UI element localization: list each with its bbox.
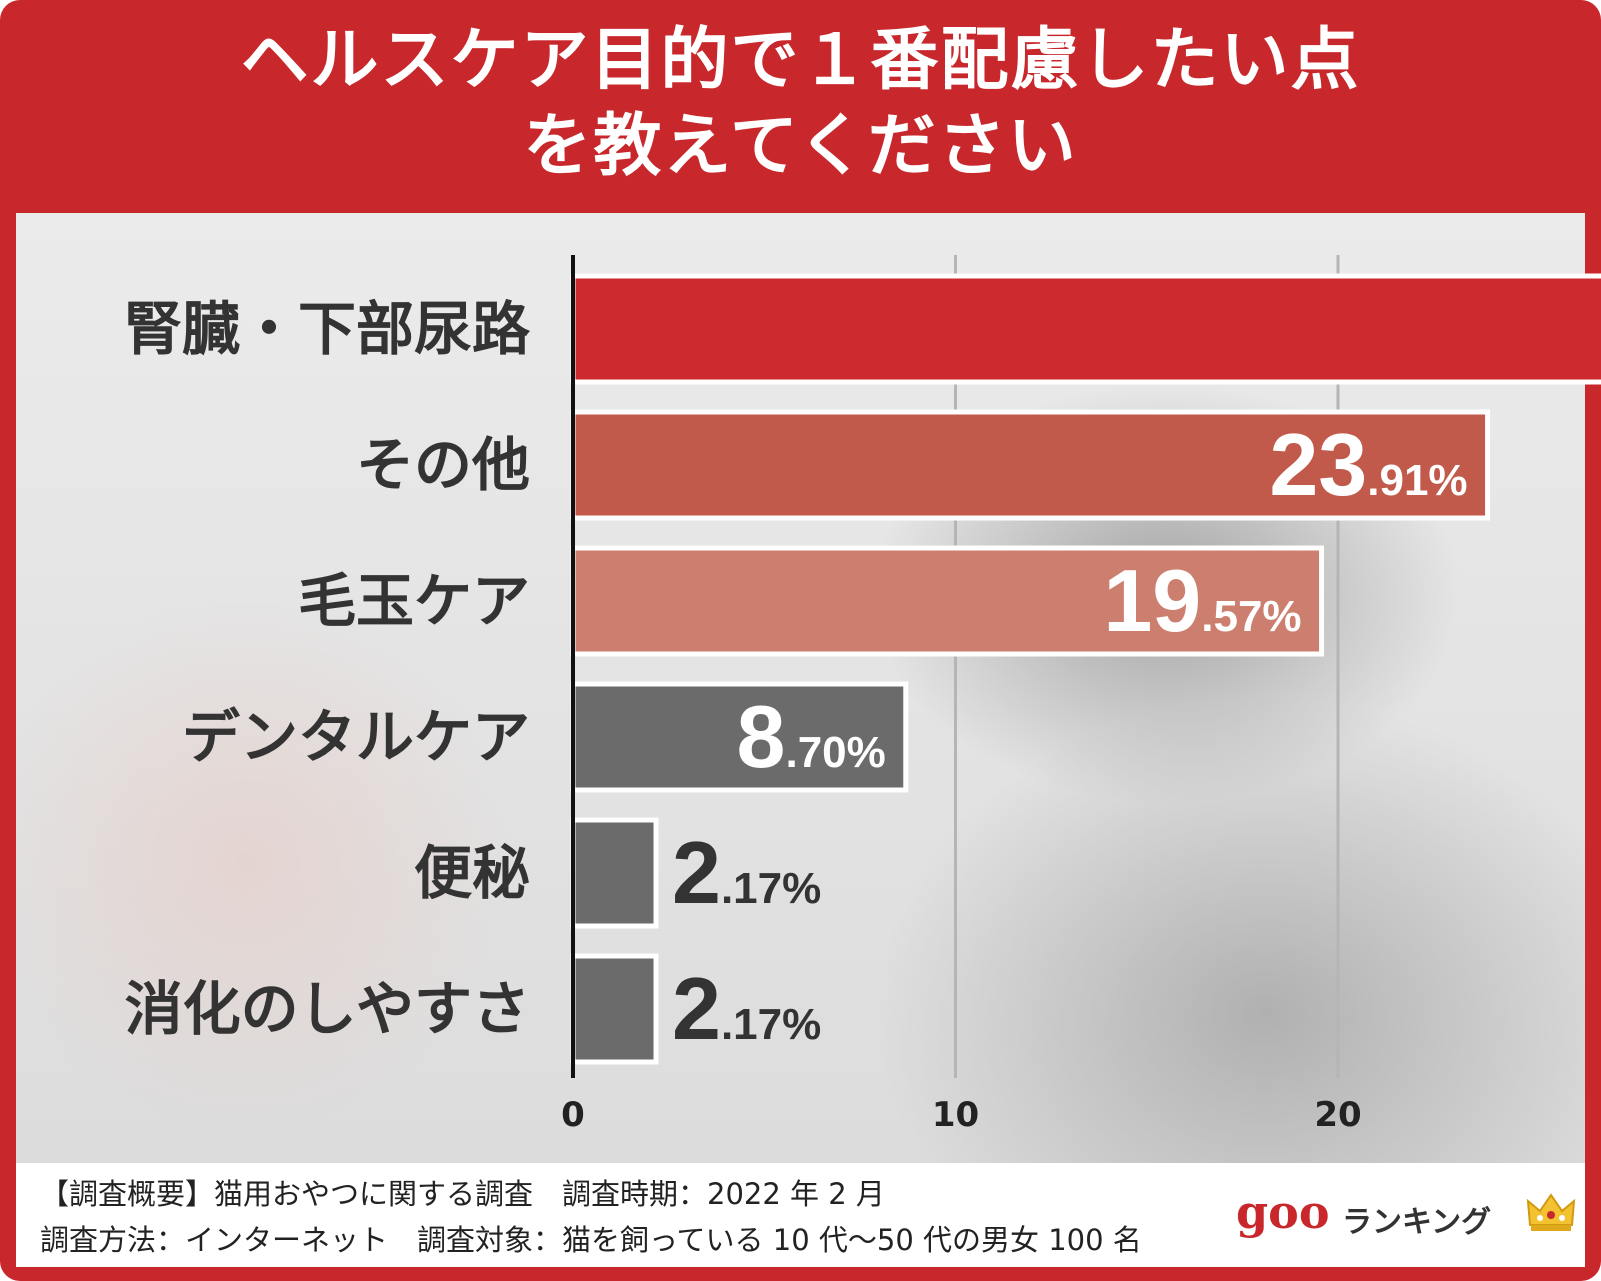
category-label: その他 — [356, 431, 530, 499]
crown-icon — [1526, 1193, 1576, 1231]
value-integer: 23 — [1269, 415, 1367, 514]
value-label: 23.91% — [1269, 415, 1467, 514]
survey-details: 調査方法：インターネット 調査対象：猫を飼っている 10 代〜50 代の男女 1… — [40, 1223, 1142, 1257]
x-tick-label: 20 — [1314, 1095, 1361, 1135]
footer: 【調査概要】猫用おやつに関する調査 調査時期：2022 年 2 月 調査方法：イ… — [16, 1163, 1585, 1267]
x-tick-label: 10 — [932, 1095, 979, 1135]
value-decimal: .17% — [721, 864, 821, 913]
value-integer: 19 — [1103, 551, 1201, 650]
goo-ranking-logo: goo ランキング — [1236, 1185, 1576, 1245]
bar — [570, 953, 659, 1065]
bar — [570, 545, 1325, 657]
category-label: 消化のしやすさ — [125, 975, 530, 1043]
value-integer: 8 — [737, 687, 786, 786]
bar — [570, 817, 659, 929]
category-label: 腎臓・下部尿路 — [124, 295, 531, 363]
category-label: デンタルケア — [182, 703, 530, 771]
category-label: 便秘 — [414, 839, 530, 907]
value-label: 8.70% — [737, 687, 886, 786]
value-label: 2.17% — [672, 959, 821, 1058]
logo-text: ランキング — [1342, 1205, 1492, 1240]
value-decimal: .57% — [1201, 592, 1301, 641]
x-tick-label: 0 — [561, 1095, 585, 1135]
value-label: 19.57% — [1103, 551, 1301, 650]
survey-summary: 【調査概要】猫用おやつに関する調査 調査時期：2022 年 2 月 — [40, 1177, 885, 1211]
logo-brand: goo — [1236, 1185, 1330, 1239]
value-integer: 2 — [672, 823, 721, 922]
bar — [570, 273, 1601, 385]
chart-title: ヘルスケア目的で１番配慮したい点 を教えてください — [240, 21, 1361, 186]
value-decimal: .91% — [1367, 456, 1467, 505]
value-integer: 2 — [672, 959, 721, 1058]
value-decimal: .70% — [785, 728, 885, 777]
value-decimal: .17% — [721, 1000, 821, 1049]
value-label: 2.17% — [672, 823, 821, 922]
category-label: 毛玉ケア — [298, 567, 530, 635]
